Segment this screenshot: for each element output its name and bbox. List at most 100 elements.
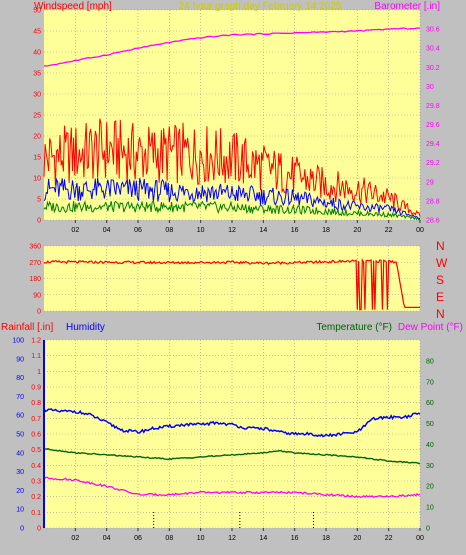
humidity-y-tick: 40 bbox=[16, 450, 24, 457]
wind-y-tick: 25 bbox=[33, 113, 41, 120]
wind-y-tick: 20 bbox=[33, 134, 41, 141]
temp-y-tick: 80 bbox=[426, 358, 434, 365]
bottom-series bbox=[43, 408, 421, 528]
direction-y-tick: 270 bbox=[29, 260, 41, 267]
x-tick-label: 06 bbox=[134, 227, 142, 234]
compass-letter: W bbox=[436, 256, 448, 270]
temp-y-tick: 60 bbox=[426, 400, 434, 407]
wind-low-line bbox=[43, 199, 421, 221]
x-tick-label: 18 bbox=[322, 227, 330, 234]
x-tick-label: 12 bbox=[228, 227, 236, 234]
x-tick-label: 20 bbox=[353, 227, 361, 234]
rain-y-tick: 0.4 bbox=[31, 463, 41, 470]
humidity-y-tick: 80 bbox=[16, 375, 24, 382]
x-tick-label: 04 bbox=[103, 227, 111, 234]
bottom-x-ticks: 02 04 06 08 10 12 14 16 18 20 22 00 bbox=[71, 528, 424, 542]
wind-y-tick: 5 bbox=[37, 197, 41, 204]
temp-y-tick: 40 bbox=[426, 442, 434, 449]
humidity-y-tick: 50 bbox=[16, 432, 24, 439]
temperature-axis-title: Temperature (°F) bbox=[316, 322, 392, 333]
graph-title: 24 hour graph day February 14 2025 bbox=[179, 1, 342, 12]
humidity-y-tick: 90 bbox=[16, 356, 24, 363]
wind-y-tick: 40 bbox=[33, 50, 41, 57]
rain-y-tick: 0.8 bbox=[31, 400, 41, 407]
wind-y-tick: 35 bbox=[33, 71, 41, 78]
compass-letter: N bbox=[436, 307, 445, 321]
baro-y-tick: 29.4 bbox=[426, 141, 440, 148]
baro-y-tick: 29 bbox=[426, 179, 434, 186]
rain-y-tick: 1.1 bbox=[31, 353, 41, 360]
humidity-y-tick: 20 bbox=[16, 488, 24, 495]
baro-y-tick: 28.6 bbox=[426, 218, 440, 225]
x-tick-label: 22 bbox=[385, 227, 393, 234]
compass-letter: S bbox=[436, 273, 444, 287]
baro-y-tick: 30.2 bbox=[426, 65, 440, 72]
temp-y-tick: 0 bbox=[426, 526, 430, 533]
wind-gust-line bbox=[43, 118, 421, 217]
rain-y-tick: 0.5 bbox=[31, 447, 41, 454]
direction-y-ticks: 0 90 180 270 360 bbox=[29, 244, 41, 316]
direction-line bbox=[43, 257, 420, 311]
x-tick-label: 08 bbox=[165, 227, 173, 234]
x-tick-label: 18 bbox=[322, 535, 330, 542]
rain-y-tick: 1 bbox=[37, 369, 41, 376]
rain-y-tick: 0.6 bbox=[31, 432, 41, 439]
rainfall-axis-title: Rainfall [.in] bbox=[1, 322, 53, 333]
x-tick-label: 12 bbox=[228, 535, 236, 542]
baro-y-tick: 29.2 bbox=[426, 160, 440, 167]
temp-y-ticks: 0 10 20 30 40 50 60 70 80 bbox=[426, 358, 434, 532]
baro-y-tick: 29.8 bbox=[426, 103, 440, 110]
x-tick-label: 00 bbox=[416, 535, 424, 542]
rain-y-tick: 0.3 bbox=[31, 479, 41, 486]
direction-y-tick: 180 bbox=[29, 276, 41, 283]
rain-y-tick: 0.1 bbox=[31, 510, 41, 517]
windspeed-axis-title: Windspeed [mph] bbox=[34, 1, 112, 12]
x-tick-label: 00 bbox=[416, 227, 424, 234]
temp-y-tick: 10 bbox=[426, 505, 434, 512]
direction-series bbox=[43, 257, 420, 311]
humidity-y-tick: 70 bbox=[16, 394, 24, 401]
baro-y-tick: 29.6 bbox=[426, 122, 440, 129]
humidity-y-tick: 10 bbox=[16, 507, 24, 514]
direction-y-tick: 90 bbox=[33, 292, 41, 299]
temp-y-tick: 30 bbox=[426, 463, 434, 470]
direction-y-tick: 0 bbox=[37, 309, 41, 316]
x-tick-label: 10 bbox=[197, 227, 205, 234]
x-tick-label: 08 bbox=[165, 535, 173, 542]
humidity-y-ticks: 0 10 20 30 40 50 60 70 80 90 100 bbox=[12, 338, 24, 533]
x-tick-label: 14 bbox=[259, 227, 267, 234]
wind-y-tick: 15 bbox=[33, 155, 41, 162]
compass-letter: E bbox=[436, 290, 444, 304]
barometer-line bbox=[43, 27, 421, 67]
direction-y-tick: 360 bbox=[29, 244, 41, 251]
x-tick-label: 16 bbox=[291, 535, 299, 542]
rain-y-tick: 0.2 bbox=[31, 494, 41, 501]
wind-x-ticks: 02 04 06 08 10 12 14 16 18 20 22 00 bbox=[71, 220, 424, 234]
wind-y-tick: 45 bbox=[33, 29, 41, 36]
rain-y-tick: 1.2 bbox=[31, 338, 41, 345]
wind-average-line bbox=[43, 177, 421, 220]
compass-letter: N bbox=[436, 239, 445, 253]
temperature-line bbox=[43, 447, 420, 465]
humidity-y-tick: 100 bbox=[12, 338, 24, 345]
barometer-axis-title: Barometer [.in] bbox=[374, 1, 440, 12]
x-tick-label: 04 bbox=[103, 535, 111, 542]
baro-y-tick: 30.4 bbox=[426, 46, 440, 53]
x-tick-label: 06 bbox=[134, 535, 142, 542]
wind-y-tick: 0 bbox=[37, 218, 41, 225]
humidity-line bbox=[43, 408, 421, 438]
baro-y-tick: 30 bbox=[426, 84, 434, 91]
baro-y-ticks: 28.6 28.8 29 29.2 29.4 29.6 29.8 30 30.2 30.4 30.6 bbox=[426, 27, 440, 225]
dewpoint-line bbox=[43, 476, 421, 499]
temp-y-tick: 20 bbox=[426, 484, 434, 491]
humidity-y-tick: 30 bbox=[16, 469, 24, 476]
temp-y-tick: 70 bbox=[426, 379, 434, 386]
rain-y-ticks: 0 0.1 0.2 0.3 0.4 0.5 0.6 0.7 0.8 0.9 1 1.1 1.2 bbox=[31, 338, 41, 533]
wind-y-ticks: 0 5 10 15 20 25 30 35 40 45 50 bbox=[33, 8, 41, 225]
wind-y-tick: 30 bbox=[33, 92, 41, 99]
